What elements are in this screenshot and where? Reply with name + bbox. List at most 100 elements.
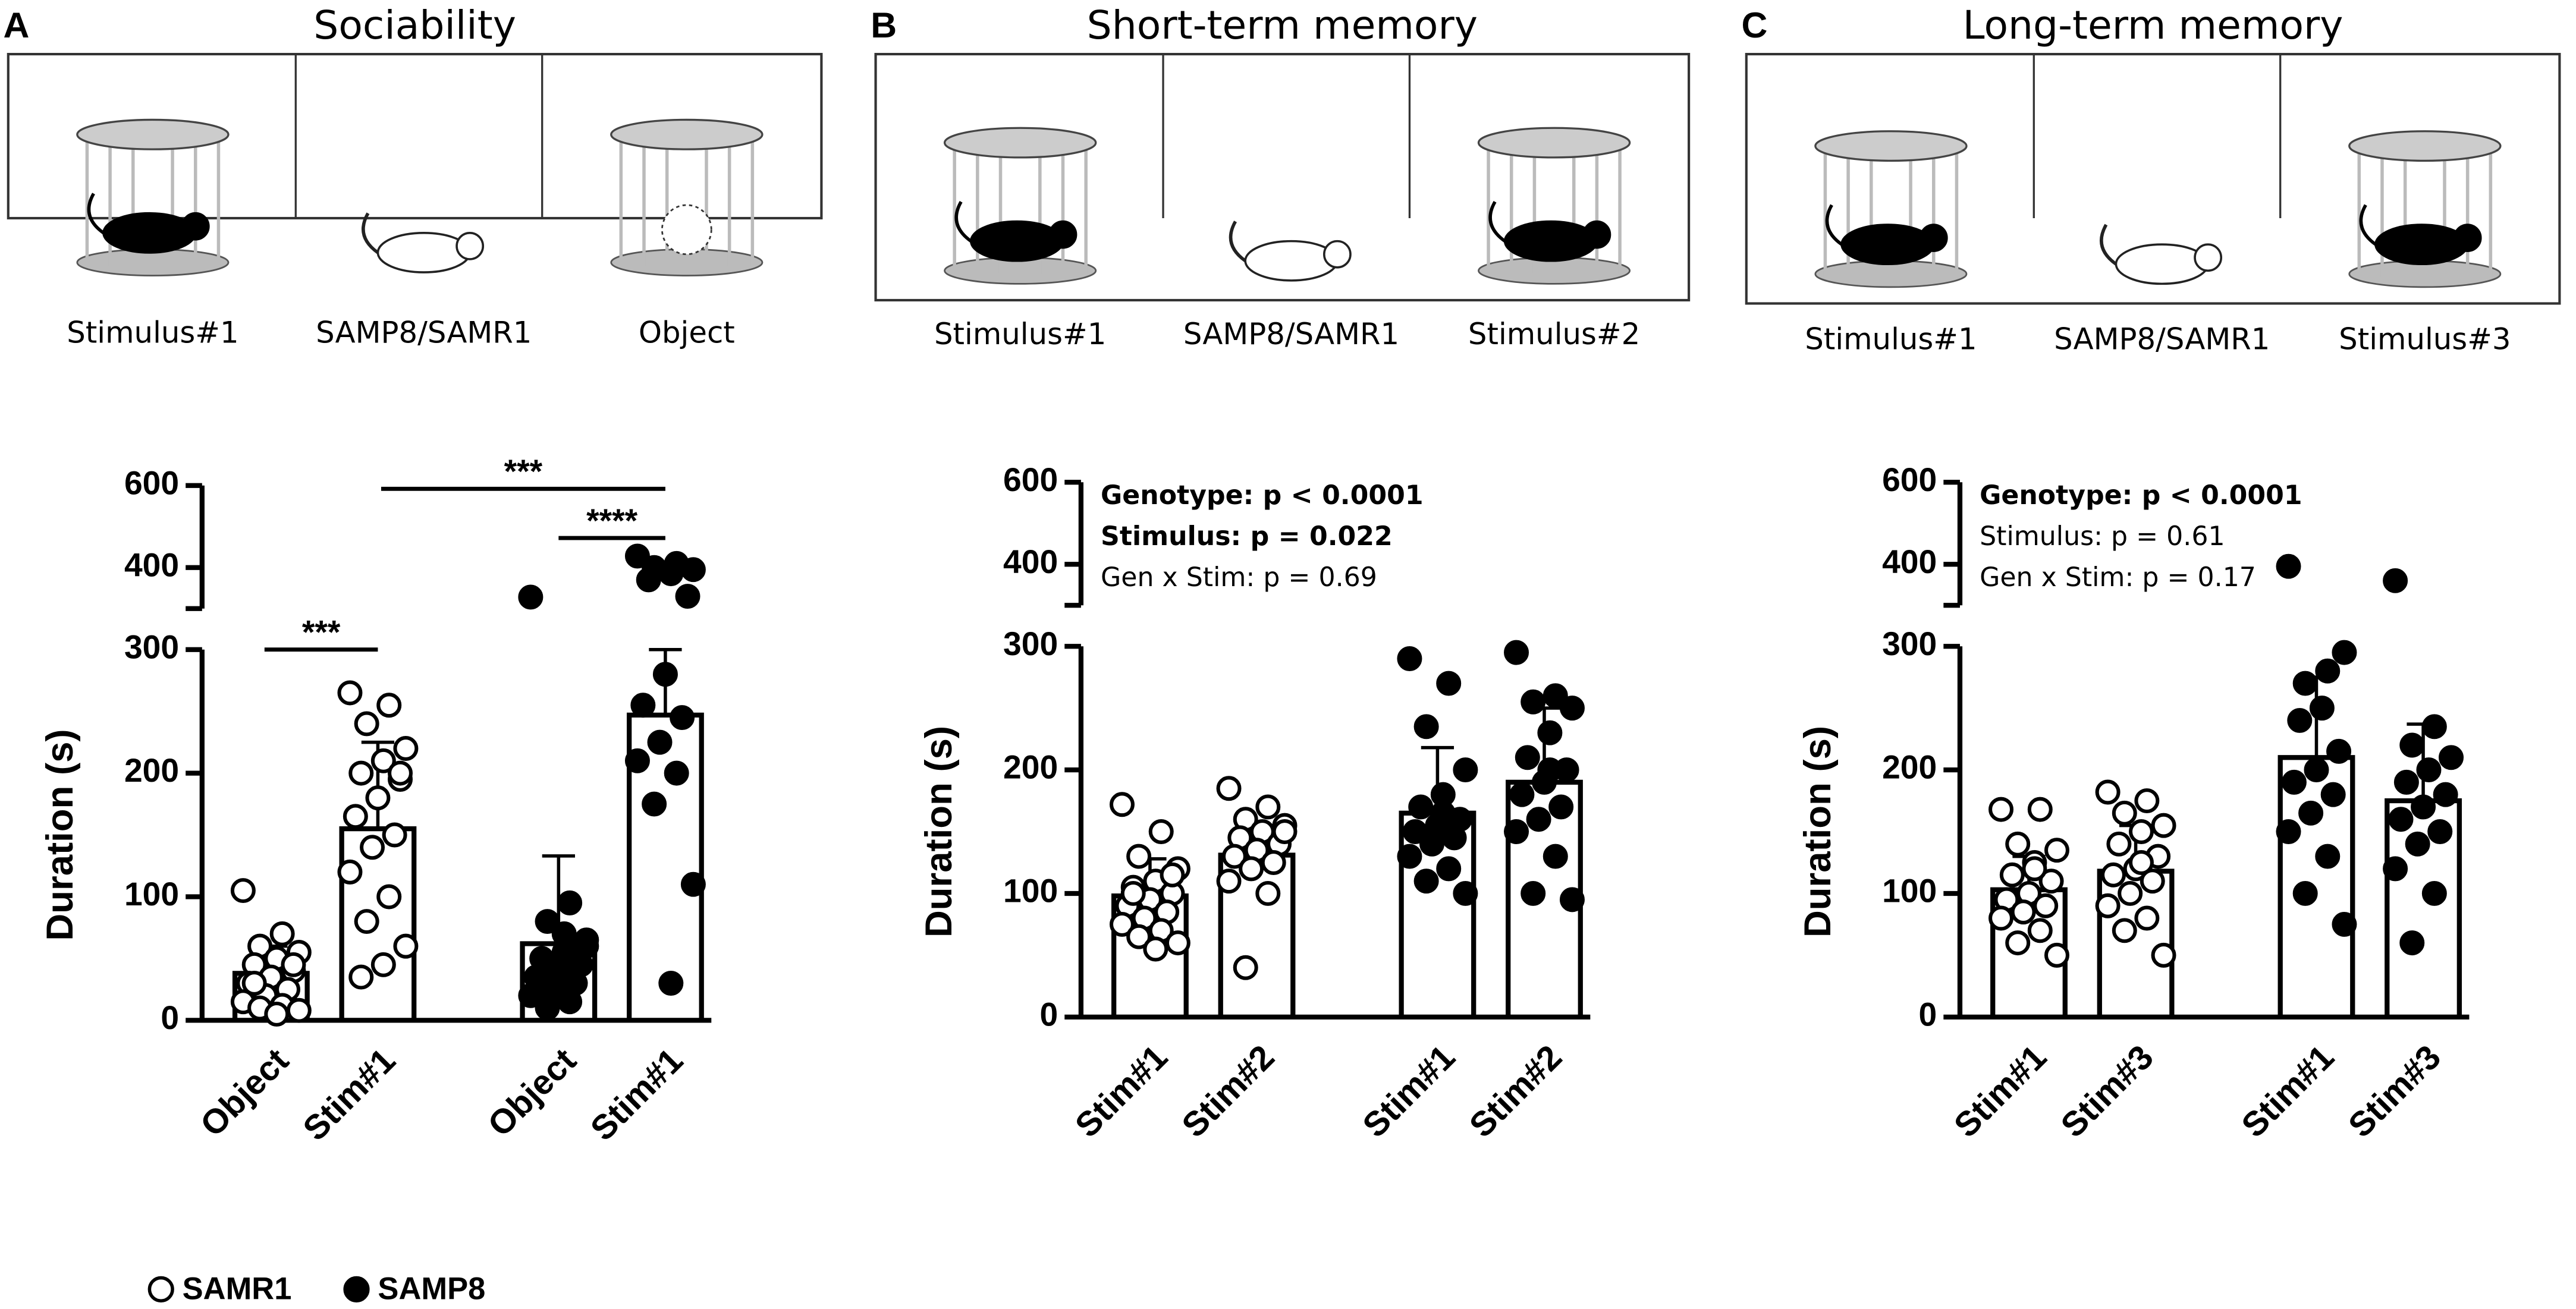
data-point xyxy=(642,791,667,817)
data-point xyxy=(1537,757,1563,783)
mouse-tail xyxy=(1488,201,1506,243)
arena-label: Stimulus#1 xyxy=(67,315,238,350)
data-point xyxy=(376,693,402,718)
data-point xyxy=(652,662,678,687)
data-point xyxy=(1120,880,1146,906)
data-point xyxy=(348,964,374,990)
cage-top xyxy=(943,127,1097,159)
data-point xyxy=(286,998,312,1023)
cage xyxy=(610,118,764,276)
data-point xyxy=(354,909,379,934)
mouse-body xyxy=(2115,243,2209,285)
panel-letter: C xyxy=(1742,5,1768,45)
data-point xyxy=(393,736,419,761)
arena-label: Stimulus#2 xyxy=(1468,317,1640,351)
y-tick-label: 200 xyxy=(1003,749,1058,786)
data-point xyxy=(337,859,363,885)
y-tick-label: 200 xyxy=(124,752,179,789)
arena xyxy=(874,52,1691,302)
mouse-head xyxy=(455,232,485,260)
arena-label: SAMP8/SAMR1 xyxy=(2054,322,2270,356)
data-point xyxy=(1504,819,1529,844)
panel-title: Short-term memory xyxy=(1087,2,1478,48)
y-tick-label: 300 xyxy=(1882,625,1937,662)
data-point xyxy=(337,680,363,706)
data-point xyxy=(624,748,650,773)
mouse-head xyxy=(1322,240,1352,269)
stats-line: Genotype: p < 0.0001 xyxy=(1980,480,2302,511)
data-point xyxy=(1504,640,1529,665)
data-point xyxy=(2309,696,2335,721)
data-point xyxy=(365,785,391,811)
data-point xyxy=(1515,745,1540,770)
data-point xyxy=(1408,794,1434,820)
data-point xyxy=(1216,869,1242,894)
data-point xyxy=(1216,776,1242,801)
mouse-tail xyxy=(1229,221,1246,262)
data-point xyxy=(1126,844,1152,869)
mouse-tail xyxy=(2359,204,2377,246)
data-point xyxy=(2281,769,2307,795)
y-tick-label: 100 xyxy=(1882,873,1937,910)
data-point xyxy=(2304,757,2329,783)
data-point xyxy=(2421,880,2447,906)
arena-label: Stimulus#1 xyxy=(934,317,1106,351)
data-point xyxy=(2326,738,2352,764)
data-point xyxy=(2332,911,2357,937)
data-point xyxy=(370,952,396,977)
mouse-tail xyxy=(954,201,972,243)
x-tick-label: Object xyxy=(193,1041,296,1144)
data-point xyxy=(2287,707,2313,733)
data-point xyxy=(2106,831,2132,857)
y-tick-label: 600 xyxy=(1882,461,1937,498)
data-point xyxy=(1419,831,1445,857)
cage-top xyxy=(76,118,230,150)
stats-line: Genotype: p < 0.0001 xyxy=(1101,480,1424,511)
cage xyxy=(76,118,230,276)
mouse-head xyxy=(1048,220,1077,249)
data-point xyxy=(2128,850,2154,875)
x-tick-label: Stim#1 xyxy=(2235,1038,2342,1145)
data-point xyxy=(2439,745,2464,770)
data-point xyxy=(1413,714,1439,740)
data-point xyxy=(675,584,700,609)
data-point xyxy=(574,933,599,959)
data-point xyxy=(2033,893,2059,918)
data-point xyxy=(1988,797,2014,822)
data-point xyxy=(281,952,306,977)
data-point xyxy=(2433,782,2458,807)
cage xyxy=(943,127,1097,285)
data-point xyxy=(1548,794,1574,820)
cage-top xyxy=(2348,130,2502,162)
x-tick-label: Stim#1 xyxy=(1068,1038,1175,1145)
x-tick-label: Stim#1 xyxy=(296,1041,403,1148)
y-tick-label: 400 xyxy=(1003,543,1058,580)
mouse-body xyxy=(1840,224,1935,266)
data-point xyxy=(1543,683,1568,709)
data-point xyxy=(241,971,267,996)
data-point xyxy=(388,760,413,786)
data-point xyxy=(1160,862,1185,888)
test-mouse xyxy=(1229,221,1352,282)
data-point xyxy=(2044,942,2069,968)
panel-letter: A xyxy=(4,5,30,45)
data-point xyxy=(658,971,684,996)
data-point xyxy=(1397,646,1422,671)
data-point xyxy=(2151,813,2176,838)
x-tick-label: Stim#3 xyxy=(2341,1038,2448,1145)
data-point xyxy=(535,909,560,934)
x-tick-label: Stim#1 xyxy=(583,1041,690,1148)
data-point xyxy=(343,804,368,829)
data-point xyxy=(2027,797,2053,822)
stats-line: Stimulus: p = 0.61 xyxy=(1980,521,2225,552)
mouse-body xyxy=(102,212,197,254)
data-point xyxy=(1413,869,1439,894)
mouse-head xyxy=(1919,224,1948,252)
data-point xyxy=(557,989,583,1015)
arena-label: SAMP8/SAMR1 xyxy=(1183,317,1399,351)
data-point xyxy=(264,1001,290,1027)
y-axis-label: Duration (s) xyxy=(1797,726,1839,937)
mouse-tail xyxy=(2100,224,2118,266)
